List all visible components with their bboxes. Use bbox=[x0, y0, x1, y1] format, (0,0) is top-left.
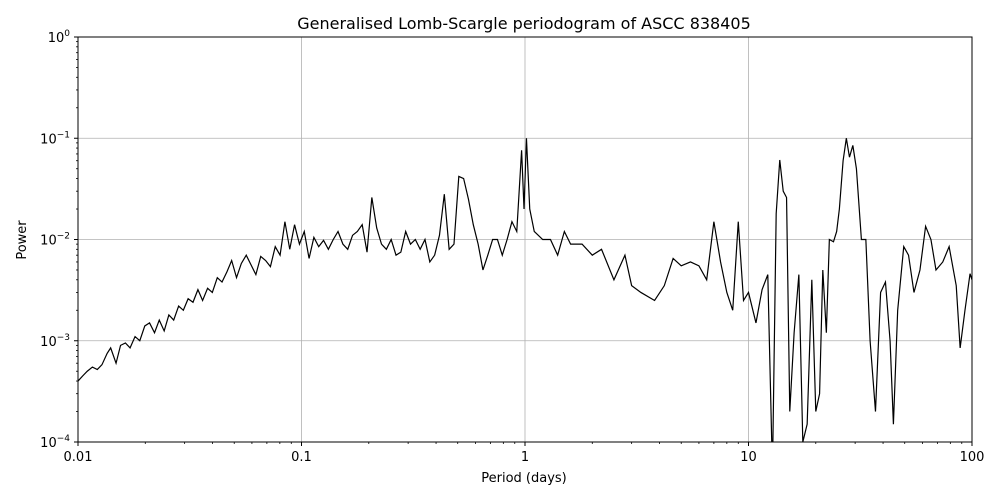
chart-title: Generalised Lomb-Scargle periodogram of … bbox=[297, 14, 751, 33]
y-axis-ticks: 10−4 10−3 10−2 10−1 100 bbox=[40, 29, 78, 451]
y-tick-label: 10−4 bbox=[40, 434, 70, 451]
y-tick-label: 10−2 bbox=[40, 232, 70, 249]
x-tick-label: 0.1 bbox=[291, 450, 312, 465]
x-tick-label: 100 bbox=[960, 450, 985, 465]
x-tick-label: 0.01 bbox=[64, 450, 93, 465]
plot-area bbox=[78, 138, 972, 442]
y-tick-label: 100 bbox=[48, 29, 71, 46]
x-tick-label: 1 bbox=[521, 450, 529, 465]
x-tick-label: 10 bbox=[740, 450, 757, 465]
y-tick-label: 10−1 bbox=[40, 130, 70, 147]
y-tick-label: 10−3 bbox=[40, 333, 70, 350]
y-axis-label: Power bbox=[15, 220, 30, 260]
power-series-line bbox=[78, 138, 972, 442]
x-axis-label: Period (days) bbox=[481, 471, 567, 486]
x-axis-ticks: 0.01 0.1 1 10 100 bbox=[64, 442, 985, 465]
